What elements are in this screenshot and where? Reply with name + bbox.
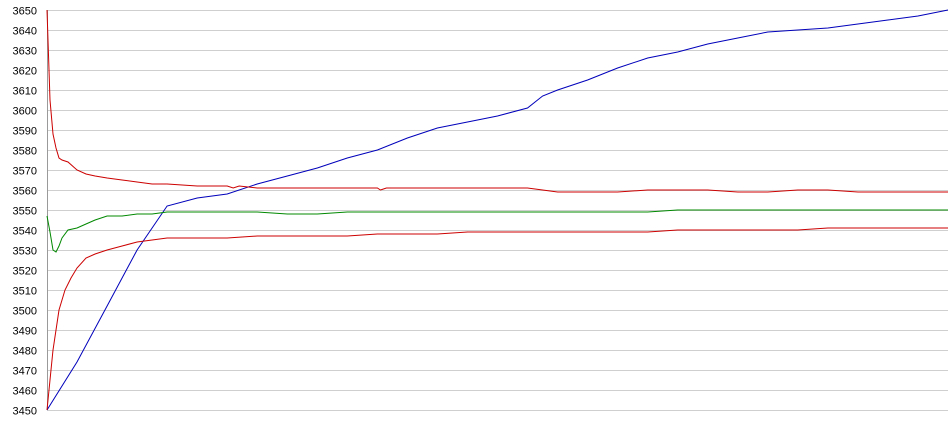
y-tick-label: 3520 <box>13 266 37 278</box>
y-tick-label: 3630 <box>13 46 37 58</box>
series-line-3 <box>46 209 948 253</box>
y-tick-label: 3560 <box>13 186 37 198</box>
series-line-4 <box>46 227 948 411</box>
series-line-2 <box>46 9 948 193</box>
y-tick-label: 3480 <box>13 346 37 358</box>
y-tick-label: 3640 <box>13 26 37 38</box>
y-tick-label: 3510 <box>13 286 37 298</box>
y-tick-label: 3500 <box>13 306 37 318</box>
y-tick-label: 3580 <box>13 146 37 158</box>
series-line-1 <box>46 9 949 411</box>
series-group <box>46 9 949 411</box>
y-tick-label: 3650 <box>13 6 37 18</box>
grid <box>47 10 948 411</box>
y-tick-label: 3490 <box>13 326 37 338</box>
y-tick-labels: 3450 3460 3470 3480 3490 3500 3510 3520 3530 3540… <box>13 6 37 418</box>
y-tick-label: 3550 <box>13 206 37 218</box>
y-tick-label: 3450 <box>13 406 37 418</box>
y-tick-label: 3530 <box>13 246 37 258</box>
y-tick-label: 3600 <box>13 106 37 118</box>
y-tick-label: 3460 <box>13 386 37 398</box>
y-tick-label: 3570 <box>13 166 37 178</box>
y-tick-label: 3470 <box>13 366 37 378</box>
y-tick-label: 3610 <box>13 86 37 98</box>
y-tick-label: 3540 <box>13 226 37 238</box>
y-tick-label: 3590 <box>13 126 37 138</box>
y-tick-label: 3620 <box>13 66 37 78</box>
